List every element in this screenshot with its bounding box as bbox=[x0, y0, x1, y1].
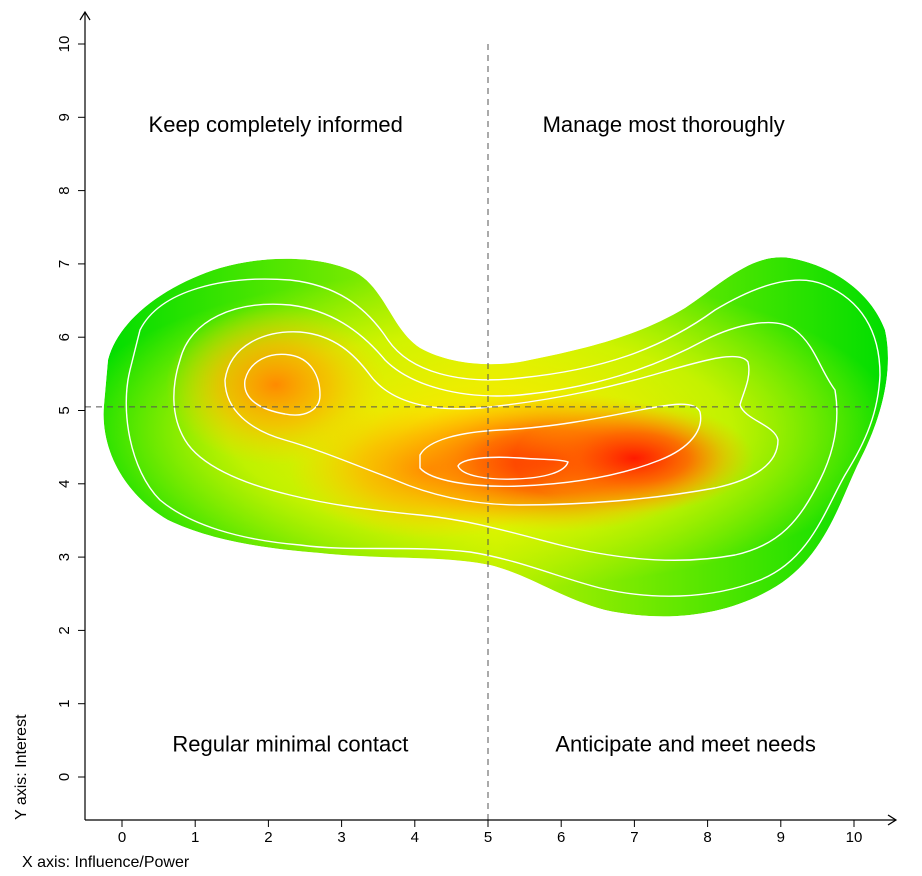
density-surface bbox=[103, 257, 888, 617]
y-tick-label: 5 bbox=[56, 406, 73, 414]
axes: 0 1 2 3 4 5 6 7 8 9 10 0 1 2 3 4 5 6 7 8 9 10 bbox=[56, 10, 898, 846]
contour-line bbox=[457, 456, 569, 480]
contour-line bbox=[173, 303, 838, 561]
plot-area bbox=[85, 44, 888, 820]
x-axis-arrow-icon bbox=[887, 814, 898, 826]
x-tick-label: 7 bbox=[630, 829, 638, 846]
x-tick-label: 1 bbox=[191, 829, 199, 846]
y-tick-label: 4 bbox=[56, 480, 73, 488]
density-peak-right bbox=[514, 403, 755, 514]
y-axis-arrow-icon bbox=[79, 10, 91, 21]
quadrant-label-top-left: Keep completely informed bbox=[149, 112, 403, 137]
y-tick-label: 0 bbox=[56, 773, 73, 781]
contour-line bbox=[224, 331, 779, 506]
y-tick-label: 8 bbox=[56, 186, 73, 194]
quadrant-label-bottom-left: Regular minimal contact bbox=[172, 731, 408, 756]
x-axis-ticks: 0 1 2 3 4 5 6 7 8 9 10 bbox=[118, 820, 863, 846]
y-tick-label: 9 bbox=[56, 113, 73, 121]
y-tick-label: 7 bbox=[56, 260, 73, 268]
x-tick-label: 2 bbox=[264, 829, 272, 846]
contour-line bbox=[419, 403, 702, 488]
x-tick-label: 4 bbox=[411, 829, 419, 846]
x-axis-title: X axis: Influence/Power bbox=[22, 854, 190, 871]
contour-line bbox=[125, 278, 881, 597]
x-tick-label: 9 bbox=[777, 829, 785, 846]
quadrant-labels: Keep completely informed Manage most thor… bbox=[149, 112, 816, 756]
x-tick-label: 6 bbox=[557, 829, 565, 846]
y-tick-label: 2 bbox=[56, 626, 73, 634]
quadrant-label-top-right: Manage most thoroughly bbox=[543, 112, 785, 137]
y-axis-ticks: 0 1 2 3 4 5 6 7 8 9 10 bbox=[56, 36, 85, 781]
quadrant-label-bottom-right: Anticipate and meet needs bbox=[555, 731, 816, 756]
y-tick-label: 10 bbox=[56, 36, 73, 53]
contour-line bbox=[244, 353, 321, 416]
x-tick-label: 8 bbox=[703, 829, 711, 846]
x-tick-label: 3 bbox=[337, 829, 345, 846]
x-tick-label: 0 bbox=[118, 829, 126, 846]
contour-lines bbox=[125, 278, 881, 597]
y-tick-label: 3 bbox=[56, 553, 73, 561]
y-tick-label: 1 bbox=[56, 700, 73, 708]
y-tick-label: 6 bbox=[56, 333, 73, 341]
y-axis-title: Y axis: Interest bbox=[13, 714, 30, 820]
x-tick-label: 5 bbox=[484, 829, 492, 846]
x-tick-label: 10 bbox=[846, 829, 863, 846]
